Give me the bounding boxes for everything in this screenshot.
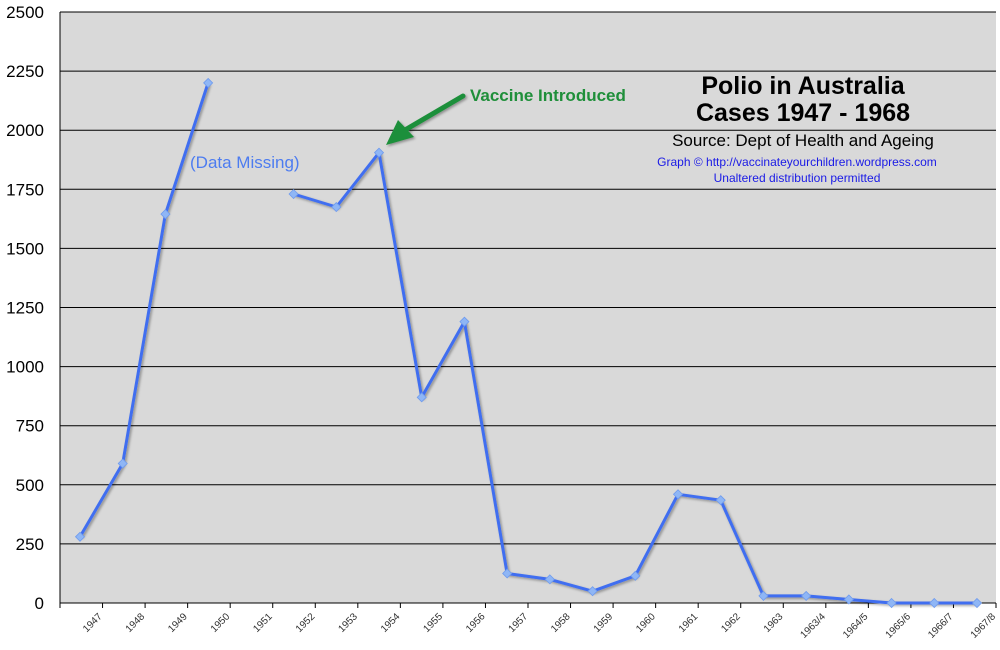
x-tick-label: 1957 <box>507 611 531 635</box>
data-point-1952 <box>288 188 299 200</box>
y-tick-label: 1250 <box>6 299 44 318</box>
x-tick-label: 1963 <box>762 611 786 635</box>
x-tick-label: 1956 <box>464 611 488 635</box>
x-tick-label: 1962 <box>719 611 743 635</box>
data-point-1963-4 <box>801 590 812 601</box>
data-point-1966-7 <box>929 597 940 609</box>
data-point-1960 <box>630 570 641 581</box>
y-tick-label: 0 <box>35 594 44 613</box>
x-tick-label: 1959 <box>592 611 616 635</box>
x-axis-ticks: 1947 1948 1949 1950 1951 1952 1953 1954 1955 1956… <box>59 603 999 641</box>
y-tick-label: 2500 <box>6 3 44 22</box>
series-line-segment <box>78 82 210 538</box>
x-tick-label: 1958 <box>549 611 573 635</box>
data-point-1965-6 <box>886 597 897 609</box>
data-point-1955 <box>416 392 427 403</box>
y-axis-ticks: 0 250 500 750 1000 1250 1500 1750 2000 2250 2500 <box>6 3 44 613</box>
x-tick-label: 1950 <box>209 611 233 635</box>
y-tick-label: 250 <box>16 535 44 554</box>
x-tick-label: 1955 <box>422 611 446 635</box>
data-point-1961 <box>672 489 684 500</box>
data-point-1962 <box>715 495 726 506</box>
chart-title-line1: Polio in Australia <box>701 72 905 100</box>
x-tick-label: 1952 <box>294 611 318 635</box>
y-tick-label: 500 <box>16 476 44 495</box>
x-tick-label: 1964/5 <box>841 611 871 641</box>
x-tick-label: 1960 <box>634 611 658 635</box>
gridlines <box>59 11 996 604</box>
chart-credit-line1: Graph © http://vaccinateyourchildren.wor… <box>657 155 937 169</box>
x-tick-label: 1954 <box>379 611 403 635</box>
data-point-1964-5 <box>843 594 854 605</box>
data-point-1948 <box>117 458 128 469</box>
data-point-1950 <box>203 77 214 88</box>
chart-source: Source: Dept of Health and Ageing <box>672 131 934 150</box>
x-tick-label: 1949 <box>166 611 190 635</box>
x-tick-label: 1966/7 <box>926 611 956 641</box>
y-tick-label: 1000 <box>6 358 44 377</box>
x-tick-label: 1953 <box>336 611 360 635</box>
chart-title-line2: Cases 1947 - 1968 <box>696 99 910 127</box>
data-point-1967-8 <box>971 597 983 609</box>
y-tick-label: 1500 <box>6 239 44 258</box>
data-point-1949 <box>160 209 171 220</box>
data-point-1957 <box>502 568 513 579</box>
y-tick-label: 2000 <box>6 121 44 140</box>
data-point-1959 <box>587 586 598 597</box>
x-tick-label: 1947 <box>81 611 105 635</box>
x-tick-label: 1948 <box>124 611 148 635</box>
data-point-1953 <box>331 201 342 213</box>
vaccine-arrow-icon <box>386 93 466 145</box>
data-point-1947 <box>74 531 86 542</box>
data-point-1963 <box>758 590 769 601</box>
data-point-1956 <box>459 316 470 327</box>
annotation-vaccine-introduced: Vaccine Introduced <box>470 86 626 105</box>
x-tick-label: 1965/6 <box>884 611 914 641</box>
chart-credit-line2: Unaltered distribution permitted <box>714 171 881 185</box>
x-tick-label: 1951 <box>251 611 275 635</box>
data-point-1954 <box>373 147 385 158</box>
y-tick-label: 750 <box>16 417 44 436</box>
series-polio-cases <box>74 77 983 609</box>
x-tick-label: 1961 <box>677 611 701 635</box>
y-tick-label: 1750 <box>6 180 44 199</box>
x-tick-label: 1967/8 <box>969 611 999 641</box>
data-point-1958 <box>544 574 555 585</box>
y-tick-label: 2250 <box>6 62 44 81</box>
x-tick-label: 1963/4 <box>799 611 829 641</box>
annotation-data-missing: (Data Missing) <box>190 153 300 172</box>
